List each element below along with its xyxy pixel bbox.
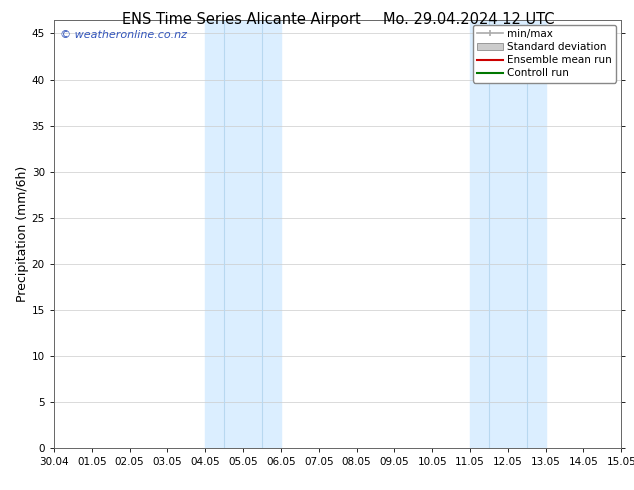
Bar [470, 20, 546, 448]
Text: Mo. 29.04.2024 12 UTC: Mo. 29.04.2024 12 UTC [384, 12, 555, 27]
Bar [205, 20, 281, 448]
Text: © weatheronline.co.nz: © weatheronline.co.nz [60, 30, 186, 40]
Y-axis label: Precipitation (mm/6h): Precipitation (mm/6h) [16, 166, 29, 302]
Legend: min/max, Standard deviation, Ensemble mean run, Controll run: min/max, Standard deviation, Ensemble me… [473, 25, 616, 82]
Text: ENS Time Series Alicante Airport: ENS Time Series Alicante Airport [122, 12, 360, 27]
